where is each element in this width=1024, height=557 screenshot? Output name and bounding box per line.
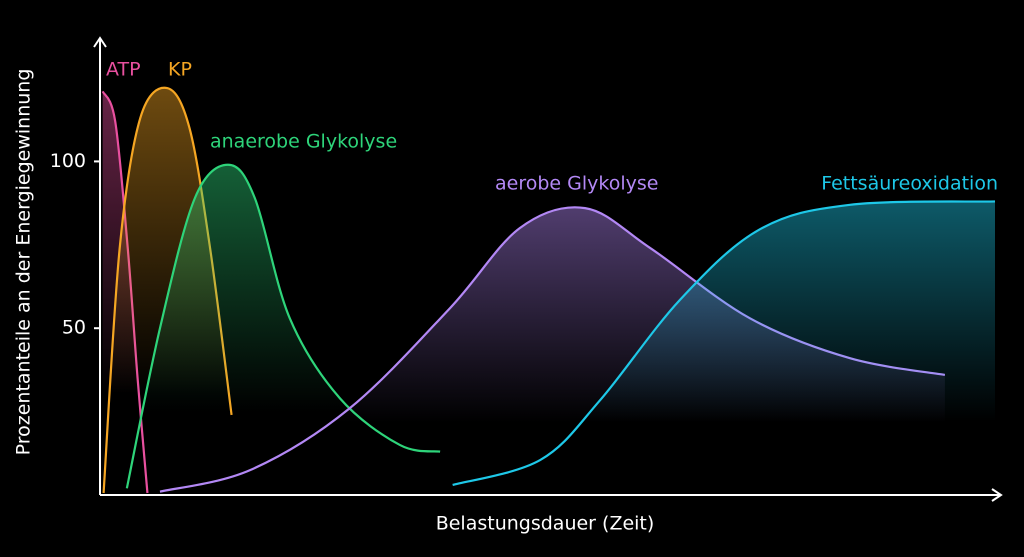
series-label: KP	[168, 59, 192, 81]
y-tick-label: 100	[50, 150, 86, 172]
x-axis-label: Belastungsdauer (Zeit)	[436, 513, 655, 535]
area-fill	[126, 164, 441, 495]
y-axis-arrow	[93, 36, 107, 48]
y-tick-label: 50	[62, 317, 86, 339]
series-label: ATP	[106, 59, 141, 81]
line	[452, 200, 996, 487]
series-label: anaerobe Glykolyse	[210, 131, 397, 153]
series-label: aerobe Glykolyse	[495, 173, 658, 195]
area-fill	[452, 201, 995, 495]
series-label: Fettsäureoxidation	[821, 173, 998, 195]
y-axis-label: Prozentanteile an der Energiegewinnung	[13, 69, 35, 456]
